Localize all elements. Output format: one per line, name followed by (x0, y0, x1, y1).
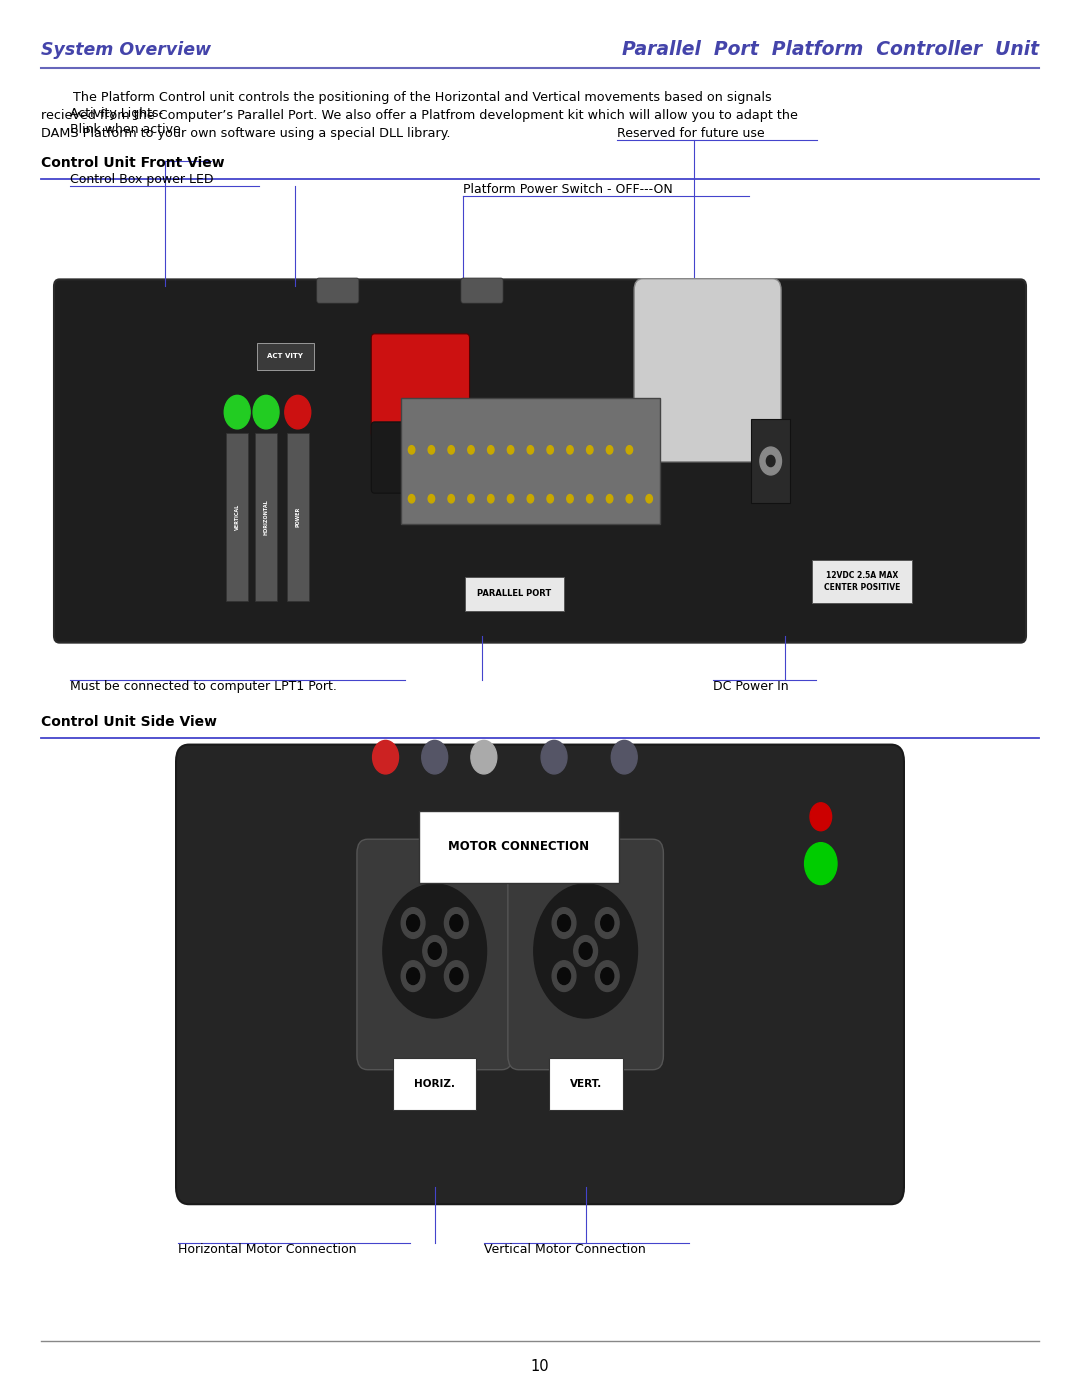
Circle shape (579, 943, 592, 960)
Circle shape (445, 961, 469, 992)
Circle shape (408, 446, 415, 454)
Circle shape (626, 495, 633, 503)
Text: ACT VITY: ACT VITY (268, 353, 303, 359)
Circle shape (552, 961, 576, 992)
Text: Horizontal Motor Connection: Horizontal Motor Connection (178, 1243, 356, 1256)
Text: Reserved for future use: Reserved for future use (617, 127, 765, 140)
Circle shape (445, 908, 469, 939)
Circle shape (606, 495, 612, 503)
FancyBboxPatch shape (508, 840, 663, 1070)
Circle shape (534, 884, 637, 1018)
Circle shape (760, 447, 782, 475)
Text: POWER: POWER (295, 507, 300, 527)
Circle shape (546, 495, 553, 503)
Circle shape (468, 446, 474, 454)
FancyBboxPatch shape (461, 278, 503, 303)
Circle shape (805, 842, 837, 884)
Circle shape (450, 968, 463, 985)
Circle shape (595, 908, 619, 939)
Text: HORIZ.: HORIZ. (415, 1078, 455, 1088)
Circle shape (810, 803, 832, 831)
Text: Platform Power Switch - OFF---ON: Platform Power Switch - OFF---ON (463, 183, 673, 196)
Circle shape (557, 968, 570, 985)
Circle shape (471, 740, 497, 774)
Circle shape (406, 915, 419, 932)
Circle shape (428, 943, 442, 960)
FancyBboxPatch shape (356, 840, 512, 1070)
Text: DC Power In: DC Power In (713, 680, 788, 693)
Text: Activity Lights-
Blink when active: Activity Lights- Blink when active (70, 106, 181, 136)
FancyBboxPatch shape (227, 433, 248, 601)
Circle shape (541, 740, 567, 774)
Circle shape (421, 740, 447, 774)
Circle shape (402, 908, 426, 939)
Circle shape (527, 495, 534, 503)
Text: MOTOR CONNECTION: MOTOR CONNECTION (448, 840, 590, 854)
Text: 12VDC 2.5A MAX
CENTER POSITIVE: 12VDC 2.5A MAX CENTER POSITIVE (824, 571, 901, 591)
FancyBboxPatch shape (752, 419, 791, 503)
Circle shape (557, 915, 570, 932)
Circle shape (448, 446, 455, 454)
Text: recieved from the Computer’s Parallel Port. We also offer a Platfrom development: recieved from the Computer’s Parallel Po… (41, 109, 798, 122)
Circle shape (253, 395, 279, 429)
Circle shape (567, 446, 573, 454)
Text: VERT.: VERT. (569, 1078, 602, 1088)
Circle shape (423, 936, 447, 967)
Circle shape (626, 446, 633, 454)
Text: System Overview: System Overview (41, 41, 211, 59)
Circle shape (767, 455, 775, 467)
Circle shape (600, 968, 613, 985)
Circle shape (402, 961, 426, 992)
Circle shape (448, 495, 455, 503)
Text: DAMS Platform to your own software using a special DLL library.: DAMS Platform to your own software using… (41, 127, 450, 140)
Circle shape (567, 495, 573, 503)
Circle shape (606, 446, 612, 454)
Text: 10: 10 (530, 1359, 550, 1373)
Circle shape (487, 495, 494, 503)
FancyBboxPatch shape (255, 433, 276, 601)
FancyBboxPatch shape (634, 279, 781, 461)
Text: Must be connected to computer LPT1 Port.: Must be connected to computer LPT1 Port. (70, 680, 337, 693)
Circle shape (646, 495, 652, 503)
FancyBboxPatch shape (54, 279, 1026, 643)
Circle shape (468, 495, 474, 503)
Circle shape (487, 446, 494, 454)
FancyBboxPatch shape (372, 422, 470, 493)
Circle shape (450, 915, 463, 932)
Circle shape (611, 740, 637, 774)
Text: Parallel  Port  Platform  Controller  Unit: Parallel Port Platform Controller Unit (622, 41, 1039, 59)
Text: The Platform Control unit controls the positioning of the Horizontal and Vertica: The Platform Control unit controls the p… (41, 91, 772, 103)
Circle shape (573, 936, 597, 967)
Text: Vertical Motor Connection: Vertical Motor Connection (484, 1243, 646, 1256)
FancyBboxPatch shape (372, 334, 470, 437)
Circle shape (595, 961, 619, 992)
Text: VERTICAL: VERTICAL (234, 504, 240, 529)
Text: Control Unit Side View: Control Unit Side View (41, 715, 217, 729)
Circle shape (285, 395, 311, 429)
Circle shape (508, 495, 514, 503)
Circle shape (225, 395, 251, 429)
Circle shape (552, 908, 576, 939)
FancyBboxPatch shape (287, 433, 309, 601)
Text: HORIZONTAL: HORIZONTAL (264, 499, 269, 535)
Circle shape (600, 915, 613, 932)
Circle shape (383, 884, 486, 1018)
Circle shape (373, 740, 399, 774)
Text: Control Unit Front View: Control Unit Front View (41, 156, 225, 170)
FancyBboxPatch shape (401, 398, 660, 524)
Circle shape (546, 446, 553, 454)
Circle shape (428, 495, 434, 503)
Circle shape (586, 495, 593, 503)
FancyBboxPatch shape (316, 278, 359, 303)
Text: PARALLEL PORT: PARALLEL PORT (477, 590, 551, 598)
Circle shape (428, 446, 434, 454)
Text: Control Box power LED: Control Box power LED (70, 173, 214, 186)
Circle shape (586, 446, 593, 454)
Circle shape (406, 968, 419, 985)
Circle shape (508, 446, 514, 454)
Circle shape (527, 446, 534, 454)
Circle shape (408, 495, 415, 503)
FancyBboxPatch shape (176, 745, 904, 1204)
